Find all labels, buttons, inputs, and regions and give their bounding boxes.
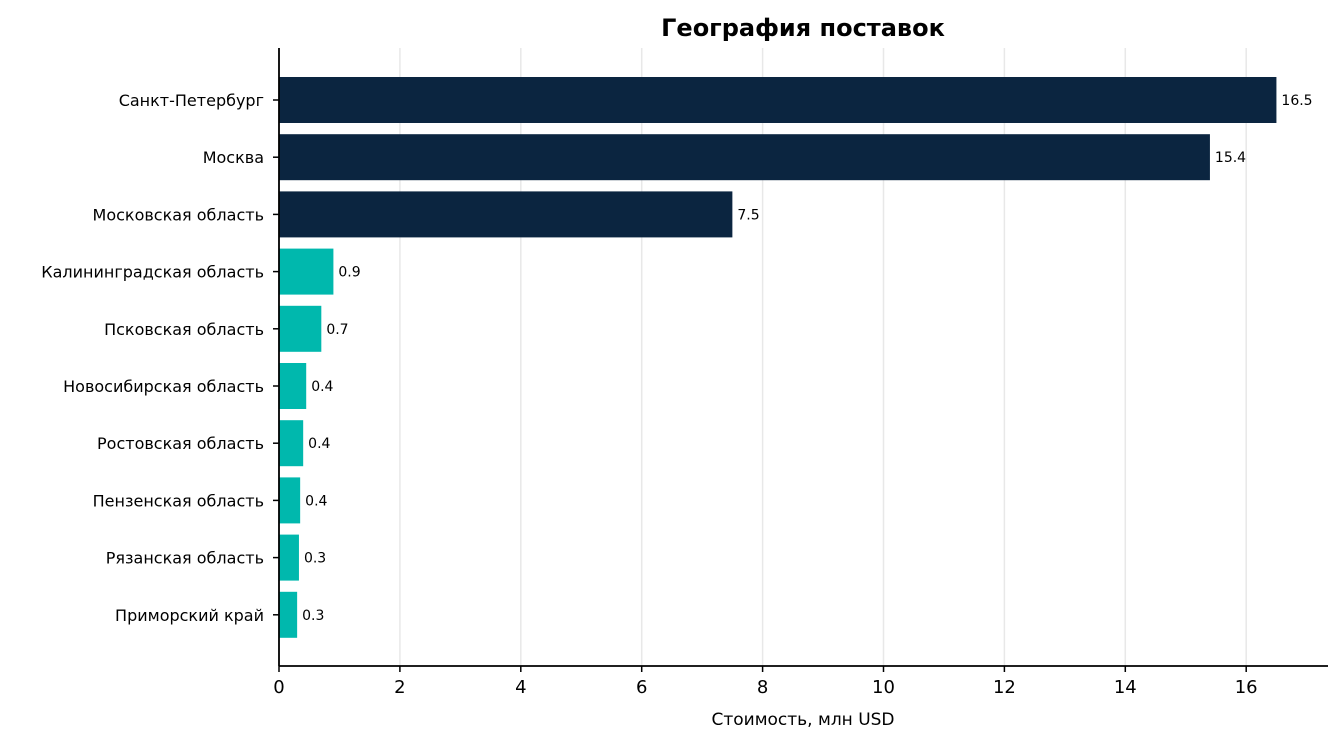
data-label: 0.4	[311, 379, 333, 395]
x-tick-label: 8	[757, 677, 768, 698]
bar	[279, 477, 301, 524]
x-tick-label: 10	[872, 677, 895, 698]
bar	[279, 305, 322, 352]
x-tick-label: 12	[993, 677, 1016, 698]
data-label: 0.3	[304, 551, 326, 567]
value-labels: 16.5 15.4 7.5 0.9 0.7 0.4 0.4 0.4 0.3 0.3	[302, 93, 1312, 624]
data-label: 0.4	[308, 436, 330, 452]
bar	[279, 191, 733, 238]
category-label: Москва	[203, 148, 264, 167]
bar	[279, 420, 304, 467]
category-label: Приморский край	[115, 606, 264, 625]
category-labels: Санкт-Петербург Москва Московская область К…	[41, 91, 279, 625]
bar	[279, 248, 334, 295]
data-label: 0.7	[326, 322, 348, 338]
x-axis-label: Стоимость, млн USD	[711, 710, 894, 730]
category-label: Новосибирская область	[63, 377, 264, 396]
chart-title: География поставок	[661, 14, 945, 42]
category-label: Пензенская область	[93, 491, 264, 510]
bar	[279, 134, 1210, 181]
data-label: 15.4	[1215, 150, 1246, 166]
bar	[279, 534, 299, 581]
category-label: Санкт-Петербург	[119, 91, 264, 110]
bar	[279, 591, 298, 638]
x-axis-ticks: 0 2 4 6 8 10 12 14 16	[273, 666, 1258, 698]
data-label: 0.3	[302, 608, 324, 624]
data-label: 0.9	[338, 265, 360, 281]
x-tick-label: 14	[1114, 677, 1137, 698]
x-tick-label: 2	[394, 677, 405, 698]
x-tick-label: 0	[273, 677, 284, 698]
data-label: 7.5	[737, 207, 759, 223]
category-label: Калининградская область	[41, 263, 264, 282]
category-label: Рязанская область	[106, 549, 264, 568]
category-label: Псковская область	[104, 320, 264, 339]
category-label: Московская область	[93, 205, 264, 224]
bar	[279, 363, 307, 409]
data-label: 0.4	[305, 493, 327, 509]
bars	[279, 77, 1277, 638]
bar	[279, 77, 1277, 123]
x-tick-label: 6	[636, 677, 647, 698]
x-tick-label: 4	[515, 677, 526, 698]
data-label: 16.5	[1281, 93, 1312, 109]
category-label: Ростовская область	[97, 434, 264, 453]
x-tick-label: 16	[1235, 677, 1258, 698]
